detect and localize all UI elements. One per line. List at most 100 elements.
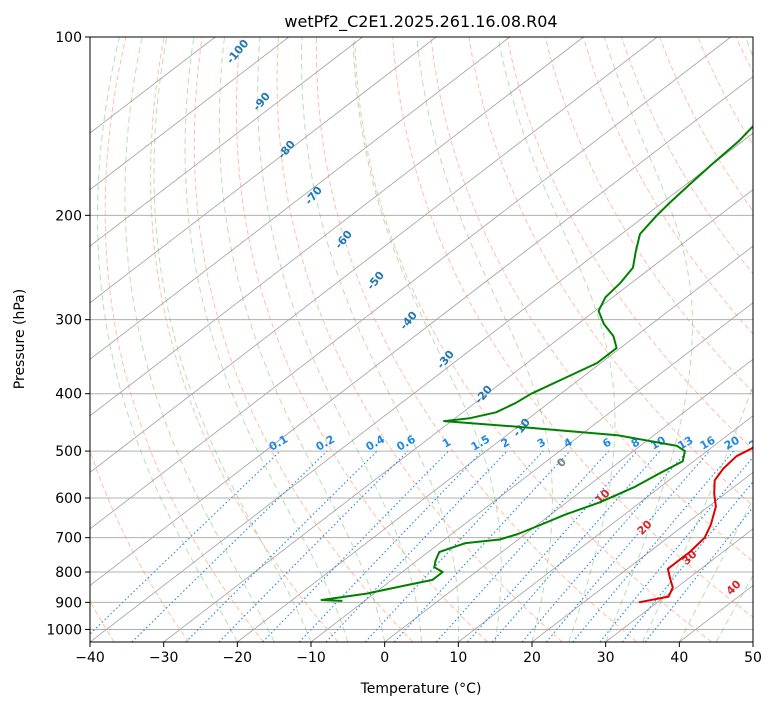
mixing-ratio-label: 1.5 — [469, 433, 492, 454]
y-tick-label: 700 — [55, 531, 82, 547]
y-tick-label: 900 — [55, 595, 82, 611]
dry-adiabat-label: -90 — [250, 90, 273, 114]
y-tick-label: 1000 — [46, 622, 82, 638]
isotherm — [458, 415, 753, 642]
isotherm — [90, 37, 363, 247]
isotherm — [384, 358, 753, 642]
x-axis: −40 −30 −20 −10 0 10 20 30 40 50 — [75, 642, 762, 666]
dry-adiabat — [392, 37, 753, 618]
dry-adiabat — [430, 37, 753, 563]
dry-adiabat — [697, 37, 753, 146]
dry-adiabat-label: -60 — [332, 228, 355, 252]
x-tick-label: −30 — [149, 650, 179, 666]
mixing-ratio-line — [491, 450, 661, 642]
dry-adiabat — [544, 37, 753, 393]
y-tick-label: 400 — [55, 387, 82, 403]
mixing-ratio-line — [131, 450, 328, 642]
moist-adiabat — [604, 37, 693, 642]
dry-adiabat — [468, 37, 753, 507]
mixing-ratio-line — [644, 506, 753, 642]
mixing-ratio-line — [393, 450, 571, 642]
dry-adiabat — [735, 37, 753, 74]
dry-adiabat — [315, 37, 638, 642]
y-axis-label: Pressure (hPa) — [12, 289, 28, 389]
mixing-ratio-line — [621, 481, 753, 642]
isotherm — [90, 132, 753, 642]
y-tick-label: 600 — [55, 491, 82, 507]
isotherm — [90, 37, 290, 191]
background-lines — [90, 37, 753, 642]
x-tick-label: −40 — [75, 650, 105, 666]
mixing-ratio-label: 20 — [722, 433, 742, 452]
isotherm — [90, 76, 753, 586]
mixing-ratio-line — [545, 450, 710, 642]
dry-adiabat-label: -30 — [434, 348, 457, 372]
dry-adiabat — [354, 37, 713, 642]
mixing-ratio-label: 0.4 — [364, 432, 388, 453]
dry-adiabat — [659, 37, 753, 212]
dry-adiabat-label: -100 — [224, 37, 252, 67]
mixing-ratio-label: 2 — [499, 436, 512, 451]
moist-adiabat — [124, 37, 275, 642]
dry-adiabat-label: -70 — [302, 184, 325, 208]
isotherm — [163, 189, 753, 642]
isotherm — [90, 37, 511, 360]
isotherm — [90, 37, 216, 134]
isotherm — [90, 37, 732, 530]
x-tick-label: 50 — [744, 650, 762, 666]
dry-adiabat — [90, 448, 190, 642]
x-axis-label: Temperature (°C) — [360, 681, 482, 697]
moist-adiabat — [678, 497, 753, 642]
dry-adiabat — [104, 37, 264, 642]
dry-adiabat — [193, 37, 414, 642]
moist-adiabat — [715, 574, 753, 642]
moist-adiabat — [642, 37, 753, 642]
moist-adiabat — [416, 37, 553, 642]
dry-adiabat — [150, 37, 339, 642]
dry-adiabat-label: 0 — [554, 455, 569, 469]
moist-adiabat — [184, 37, 349, 642]
mixing-ratio-label: 30 — [767, 433, 775, 452]
profiles — [320, 124, 753, 604]
mixing-ratio-label: 25 — [747, 434, 767, 453]
mixing-ratio-label: 6 — [600, 435, 613, 450]
mixing-ratio-label: 0.6 — [394, 432, 418, 453]
mixing-ratio-label: 13 — [676, 434, 696, 453]
mixing-ratio-line — [298, 450, 483, 642]
x-tick-label: 30 — [597, 650, 615, 666]
moist-adiabat — [497, 37, 616, 642]
mixing-ratio-line — [599, 456, 753, 642]
mixing-ratio-line — [218, 450, 409, 642]
isotherm — [605, 528, 753, 642]
x-tick-label: 0 — [380, 650, 389, 666]
moist-adiabat — [218, 37, 386, 642]
mixing-ratio-line — [262, 450, 449, 642]
mixing-ratio-label: 1 — [440, 436, 453, 451]
y-axis: 100 200 300 400 500 600 700 800 900 1000 — [46, 30, 90, 638]
line-labels: 0.10.20.40.611.52346810131620253036-100-… — [224, 37, 775, 598]
isotherm — [237, 245, 753, 642]
x-tick-label: 40 — [670, 650, 688, 666]
mixing-ratio-label: 16 — [698, 433, 718, 452]
chart-title: wetPf2_C2E1.2025.261.16.08.R04 — [284, 12, 557, 32]
dry-adiabat — [276, 37, 563, 642]
y-tick-label: 800 — [55, 565, 82, 581]
moist-adiabat — [352, 37, 502, 642]
x-tick-label: −20 — [223, 650, 253, 666]
isotherm — [90, 37, 658, 473]
mixing-ratio-line — [90, 450, 281, 635]
moist-adiabat — [301, 37, 460, 642]
x-tick-label: 10 — [449, 650, 467, 666]
y-tick-label: 200 — [55, 208, 82, 224]
isotherm — [310, 302, 753, 642]
dry-adiabat — [235, 37, 488, 642]
moist-adiabat — [97, 37, 238, 642]
mixing-ratio-line — [572, 450, 735, 642]
y-tick-label: 500 — [55, 444, 82, 460]
isotherm — [90, 37, 437, 304]
x-tick-label: −10 — [296, 650, 326, 666]
moist-adiabat — [257, 37, 422, 642]
isotherm — [531, 471, 753, 642]
mixing-ratio-line — [467, 450, 638, 642]
